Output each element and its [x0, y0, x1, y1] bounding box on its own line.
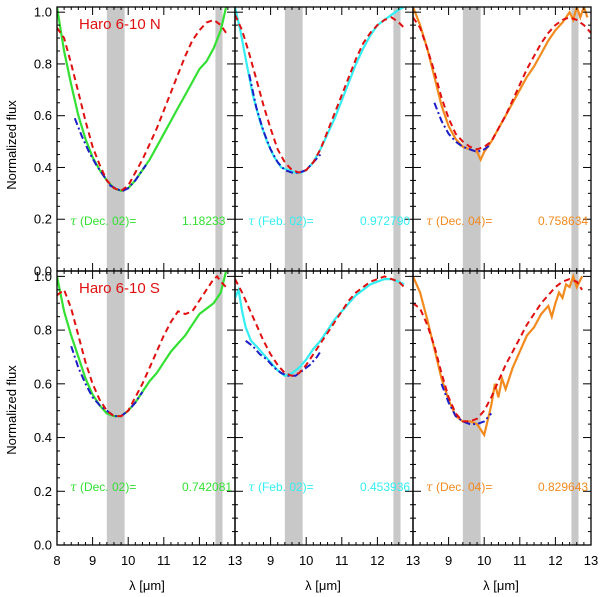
- panel-frame: [56, 270, 236, 546]
- y-axis-title-top: Normalized flux: [4, 100, 19, 190]
- x-tick-label: 9: [267, 553, 274, 568]
- tau-annotation: τ (Dec. 02)=: [70, 480, 136, 494]
- tau-annotation: τ (Dec. 02)=: [70, 214, 136, 228]
- object-name-label: Haro 6-10 N: [79, 16, 161, 33]
- y-tick-label: 0.8: [34, 56, 52, 71]
- excluded-band: [571, 271, 579, 545]
- model-spectrum-line: [235, 275, 405, 377]
- observed-spectrum-line: [57, 7, 228, 192]
- x-tick-label: 10: [299, 553, 313, 568]
- y-axis-title-bottom: Normalized flux: [4, 365, 19, 455]
- tau-symbol: τ: [248, 214, 255, 228]
- excluded-band: [393, 7, 401, 271]
- y-tick-label: 0.6: [34, 108, 52, 123]
- tau-symbol: τ: [70, 480, 77, 494]
- y-tick-label: 0.4: [34, 430, 52, 445]
- tau-symbol: τ: [426, 214, 433, 228]
- continuum-fit-line: [440, 383, 493, 426]
- panels-layer: 0.0 0.2 0.4 0.6 0.8 1.0 Haro 6-10 N τ (Dec. 02)…: [34, 5, 598, 568]
- tau-value: 0.453936: [360, 480, 410, 494]
- continuum-fit-line: [248, 74, 322, 174]
- panel-frame: [412, 270, 592, 546]
- tau-annotation: τ (Feb. 02)=: [248, 214, 314, 228]
- x-axis-title-middle: λ [μm]: [305, 578, 341, 593]
- x-axis-title-left: λ [μm]: [129, 578, 165, 593]
- continuum-fit-line: [70, 345, 144, 418]
- tau-annotation: τ (Dec. 04)=: [426, 214, 492, 228]
- x-tick-label: 11: [157, 553, 171, 568]
- tau-epoch: (Dec. 02)=: [77, 480, 137, 494]
- tau-value: 0.829643: [538, 480, 588, 494]
- panel-5: 9 10 11 12 13 τ (Feb. 02)= 0.453936: [234, 270, 420, 568]
- tau-annotation: τ (Dec. 04)=: [426, 480, 492, 494]
- x-tick-label: 10: [477, 553, 491, 568]
- panel-3: τ (Dec. 04)= 0.758634: [412, 6, 592, 272]
- tau-symbol: τ: [70, 214, 77, 228]
- y-tick-label: 0.2: [34, 212, 52, 227]
- model-spectrum-line: [57, 274, 227, 418]
- panel-4: 0.0 0.2 0.4 0.6 0.8 1.0 8 9 10 11 12 13 Haro 6-10 S τ…: [34, 269, 242, 568]
- y-tick-label: 1.0: [34, 5, 52, 20]
- model-spectrum-line: [57, 18, 227, 192]
- tau-symbol: τ: [426, 480, 433, 494]
- x-tick-label: 12: [370, 553, 384, 568]
- tau-epoch: (Dec. 02)=: [77, 214, 137, 228]
- excluded-band: [462, 271, 481, 545]
- excluded-band: [393, 271, 401, 545]
- y-tick-label: 0.0: [34, 264, 52, 279]
- x-tick-label: 13: [584, 553, 598, 568]
- excluded-band: [106, 7, 125, 271]
- x-tick-label: 8: [53, 553, 60, 568]
- y-tick-label: 0.8: [34, 323, 52, 338]
- excluded-band: [215, 7, 223, 271]
- observed-spectrum-line: [413, 7, 589, 163]
- panel-2: τ (Feb. 02)= 0.972790: [234, 6, 414, 272]
- tau-epoch: (Feb. 02)=: [255, 480, 314, 494]
- excluded-band: [284, 271, 303, 545]
- y-tick-label: 0.0: [34, 538, 52, 553]
- panel-frame: [56, 6, 236, 272]
- model-spectrum-line: [235, 14, 405, 174]
- observed-spectrum-line: [235, 278, 405, 378]
- excluded-band: [571, 7, 579, 271]
- tau-epoch: (Feb. 02)=: [255, 214, 314, 228]
- y-tick-label: 1.0: [34, 269, 52, 284]
- x-tick-label: 9: [89, 553, 96, 568]
- object-name-label: Haro 6-10 S: [79, 280, 160, 297]
- tau-symbol: τ: [248, 480, 255, 494]
- panel-frame: [234, 270, 414, 546]
- x-tick-label: 10: [121, 553, 135, 568]
- tau-annotation: τ (Feb. 02)=: [248, 480, 314, 494]
- x-tick-label: 11: [335, 553, 349, 568]
- observed-spectrum-line: [413, 272, 584, 438]
- x-tick-label: 13: [228, 553, 242, 568]
- tau-value: 0.972790: [360, 214, 410, 228]
- tau-epoch: (Dec. 04)=: [433, 214, 493, 228]
- tau-value: 1.18233: [182, 214, 226, 228]
- tau-epoch: (Dec. 04)=: [433, 480, 493, 494]
- panel-6: 9 10 11 12 13 τ (Dec. 04)= 0.829643: [412, 270, 598, 568]
- tau-value: 0.742081: [182, 480, 232, 494]
- x-tick-label: 12: [548, 553, 562, 568]
- observed-spectrum-line: [235, 7, 405, 174]
- excluded-band: [106, 271, 125, 545]
- y-tick-label: 0.6: [34, 376, 52, 391]
- continuum-fit-line: [245, 340, 322, 377]
- x-tick-label: 12: [192, 553, 206, 568]
- excluded-band: [462, 7, 481, 271]
- x-tick-label: 9: [445, 553, 452, 568]
- y-tick-label: 0.4: [34, 160, 52, 175]
- tau-value: 0.758634: [538, 214, 588, 228]
- x-tick-label: 11: [513, 553, 527, 568]
- x-tick-label: 13: [406, 553, 420, 568]
- excluded-band: [215, 271, 223, 545]
- x-axis-title-right: λ [μm]: [483, 578, 519, 593]
- model-spectrum-line: [413, 16, 591, 151]
- excluded-band: [284, 7, 303, 271]
- y-tick-label: 0.2: [34, 484, 52, 499]
- panel-1: 0.0 0.2 0.4 0.6 0.8 1.0 Haro 6-10 N τ (Dec. 02)…: [34, 5, 236, 279]
- panel-frame: [412, 6, 592, 272]
